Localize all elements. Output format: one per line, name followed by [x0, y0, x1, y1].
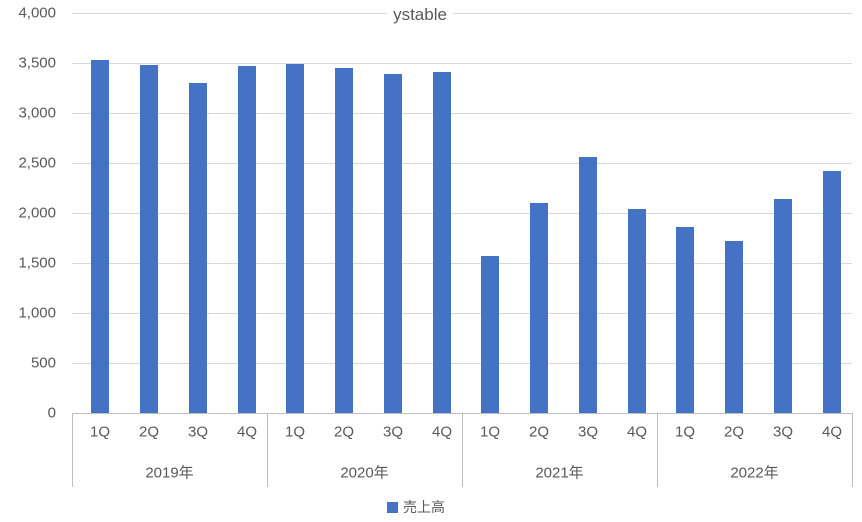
- bar[interactable]: [530, 203, 548, 413]
- group-separator: [462, 413, 463, 487]
- x-axis-quarter-label: 1Q: [674, 423, 696, 441]
- x-axis-quarter-label: 4Q: [821, 423, 843, 441]
- x-axis-quarter-label: 4Q: [431, 423, 453, 441]
- x-axis-quarter-label: 3Q: [772, 423, 794, 441]
- bar[interactable]: [725, 241, 743, 413]
- x-axis-quarter-label: 3Q: [187, 423, 209, 441]
- x-axis-quarter-label: 4Q: [626, 423, 648, 441]
- legend-series-label: 売上高: [403, 499, 445, 515]
- bar[interactable]: [286, 64, 304, 413]
- bar[interactable]: [140, 65, 158, 413]
- bar[interactable]: [335, 68, 353, 413]
- y-axis-tick-label: 3,000: [18, 104, 56, 122]
- bar[interactable]: [189, 83, 207, 413]
- x-axis-quarter-label: 3Q: [382, 423, 404, 441]
- bar[interactable]: [579, 157, 597, 413]
- chart-title[interactable]: ystable: [387, 5, 453, 25]
- bar[interactable]: [676, 227, 694, 413]
- legend[interactable]: 売上高: [387, 497, 445, 517]
- bar[interactable]: [384, 74, 402, 413]
- bar[interactable]: [823, 171, 841, 413]
- bar[interactable]: [481, 256, 499, 413]
- gridline: [72, 213, 852, 214]
- x-axis-year-label: 2022年: [730, 464, 779, 482]
- x-axis-quarter-label: 3Q: [577, 423, 599, 441]
- gridline: [72, 13, 852, 14]
- x-axis-quarter-label: 2Q: [138, 423, 160, 441]
- group-separator: [657, 413, 658, 487]
- bar[interactable]: [433, 72, 451, 413]
- gridline: [72, 263, 852, 264]
- legend-swatch-icon: [387, 501, 398, 513]
- x-axis-quarter-label: 2Q: [333, 423, 355, 441]
- gridline: [72, 113, 852, 114]
- x-axis-year-label: 2020年: [340, 464, 389, 482]
- bar[interactable]: [238, 66, 256, 413]
- group-separator: [267, 413, 268, 487]
- group-separator: [852, 413, 853, 487]
- x-axis-year-label: 2019年: [145, 464, 194, 482]
- group-separator: [72, 413, 73, 487]
- bar[interactable]: [91, 60, 109, 413]
- x-axis-year-label: 2021年: [535, 464, 584, 482]
- x-axis-quarter-label: 2Q: [723, 423, 745, 441]
- y-axis-tick-label: 2,500: [18, 154, 56, 172]
- y-axis-tick-label: 3,500: [18, 54, 56, 72]
- x-axis-quarter-label: 1Q: [284, 423, 306, 441]
- y-axis-tick-label: 1,000: [18, 304, 56, 322]
- y-axis-tick-label: 0: [47, 404, 56, 422]
- y-axis-tick-label: 500: [30, 354, 56, 372]
- y-axis-tick-label: 4,000: [18, 4, 56, 22]
- bar[interactable]: [628, 209, 646, 413]
- x-axis-quarter-label: 1Q: [479, 423, 501, 441]
- x-axis-quarter-label: 4Q: [236, 423, 258, 441]
- x-axis-quarter-label: 2Q: [528, 423, 550, 441]
- gridline: [72, 313, 852, 314]
- gridline: [72, 63, 852, 64]
- gridline: [72, 363, 852, 364]
- gridline: [72, 163, 852, 164]
- y-axis-tick-label: 1,500: [18, 254, 56, 272]
- bar[interactable]: [774, 199, 792, 413]
- x-axis-quarter-label: 1Q: [89, 423, 111, 441]
- y-axis-tick-label: 2,000: [18, 204, 56, 222]
